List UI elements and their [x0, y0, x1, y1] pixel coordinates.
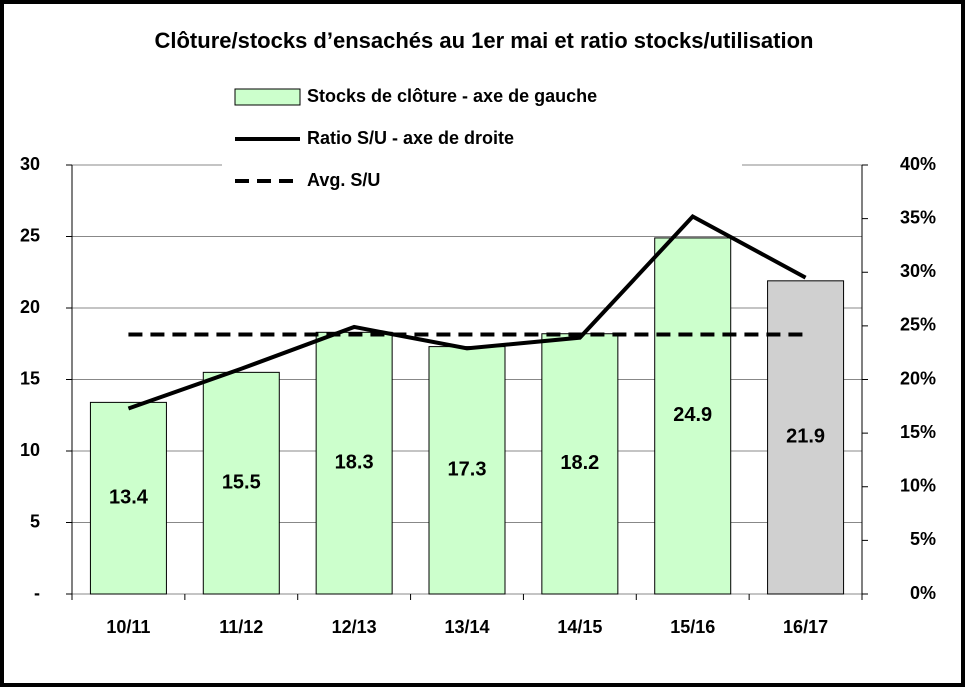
legend-label: Stocks de clôture - axe de gauche: [307, 86, 597, 106]
legend-label: Ratio S/U - axe de droite: [307, 128, 514, 148]
data-label: 24.9: [673, 404, 712, 426]
y2-tick-label: 25%: [900, 315, 936, 335]
legend-swatch: [234, 88, 301, 106]
bar: [315, 331, 393, 595]
data-label: 18.3: [335, 451, 374, 473]
y2-tick-label: 35%: [900, 207, 936, 227]
y2-tick-label: 10%: [900, 476, 936, 496]
x-tick-label: 12/13: [332, 617, 377, 637]
data-label: 18.2: [560, 452, 599, 474]
data-label: 17.3: [448, 459, 487, 481]
x-tick-label: 15/16: [670, 617, 715, 637]
data-label: 21.9: [786, 426, 825, 448]
bar: [202, 371, 280, 595]
y-tick-label: 5: [30, 511, 40, 531]
legend-frame: [222, 75, 742, 203]
y-tick-label: 15: [20, 368, 40, 388]
bar: [541, 333, 619, 595]
y2-tick-label: 15%: [900, 422, 936, 442]
ratio-line: [127, 213, 807, 411]
bar: [428, 346, 506, 595]
x-tick-label: 14/15: [557, 617, 602, 637]
y2-tick-label: 0%: [910, 583, 936, 603]
legend-label: Avg. S/U: [307, 170, 380, 190]
y-tick-label: 30: [20, 154, 40, 174]
y-tick-label: 20: [20, 297, 40, 317]
y-tick-label: 10: [20, 440, 40, 460]
chart-title: Clôture/stocks d’ensachés au 1er mai et …: [154, 28, 813, 53]
x-tick-label: 11/12: [219, 617, 263, 637]
y-tick-label: -: [34, 583, 40, 603]
y2-tick-label: 5%: [910, 529, 936, 549]
x-tick-label: 10/11: [106, 617, 150, 637]
y2-tick-label: 30%: [900, 261, 936, 281]
data-label: 13.4: [109, 486, 149, 508]
x-tick-label: 13/14: [444, 617, 489, 637]
y2-tick-label: 40%: [900, 154, 936, 174]
bar: [654, 237, 732, 595]
data-label: 15.5: [222, 471, 261, 493]
y-tick-label: 25: [20, 225, 40, 245]
x-tick-label: 16/17: [783, 617, 828, 637]
y2-tick-label: 20%: [900, 368, 936, 388]
bar: [89, 401, 167, 595]
